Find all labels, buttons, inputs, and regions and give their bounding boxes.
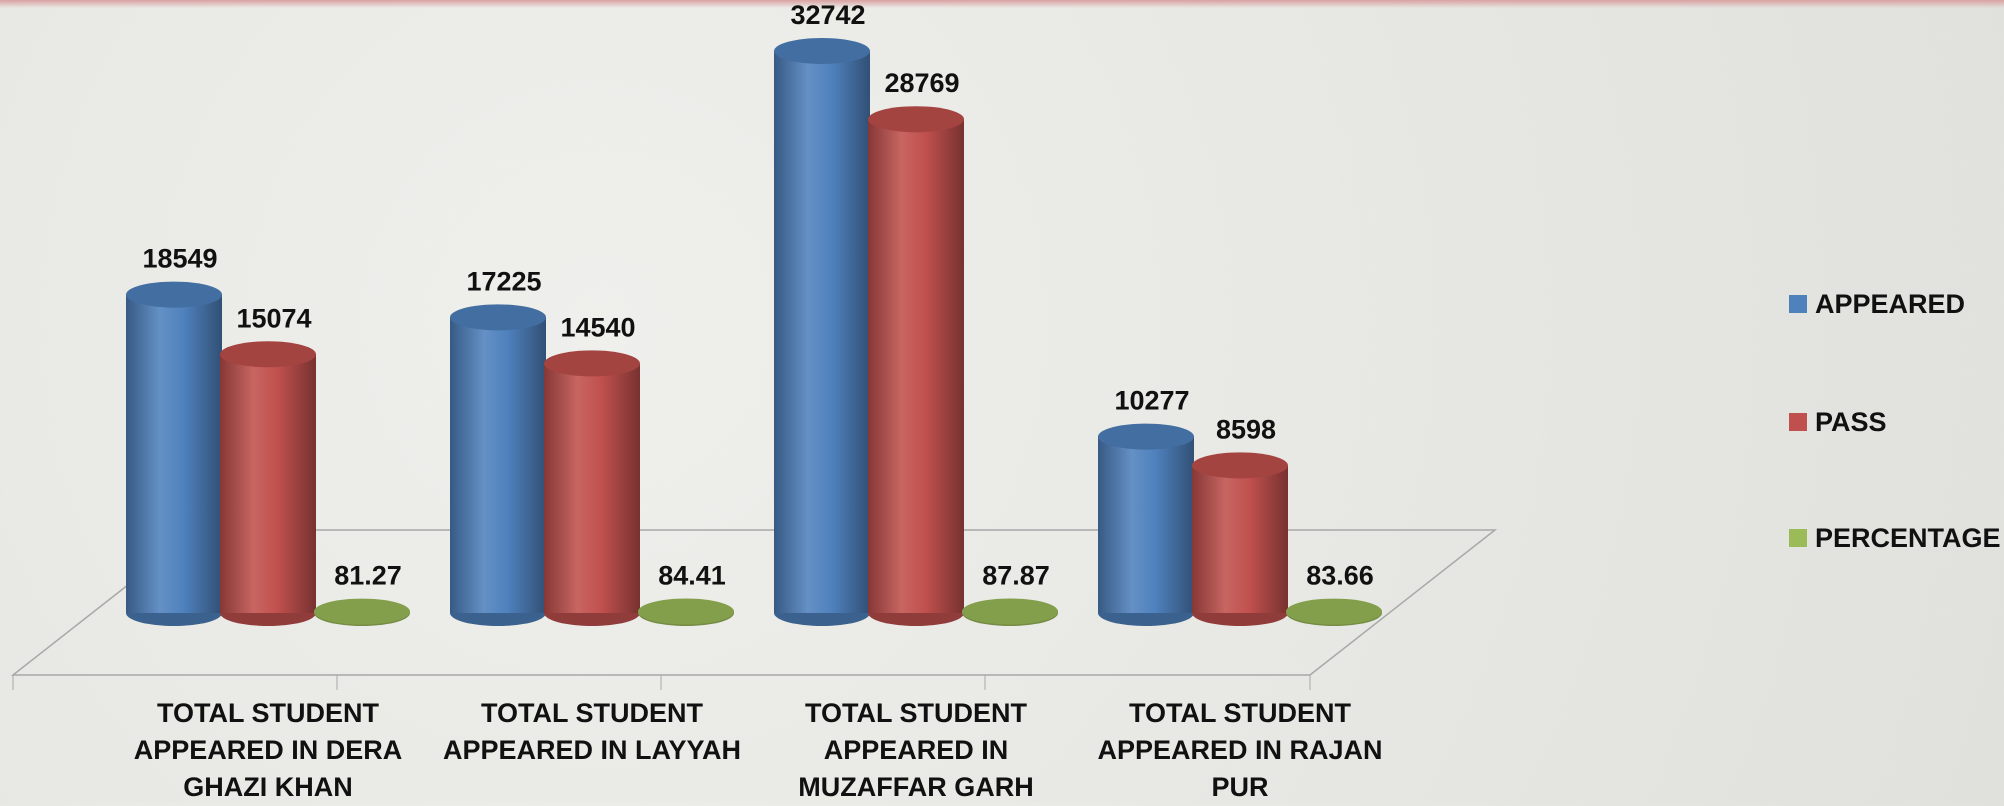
x-tick-label: TOTAL STUDENT APPEARED IN DERA GHAZI KHA… bbox=[133, 698, 403, 802]
data-label: 14540 bbox=[560, 312, 635, 342]
bar-top bbox=[638, 598, 734, 625]
bar-top bbox=[544, 350, 640, 377]
bar-top bbox=[1192, 452, 1288, 479]
bar-top bbox=[1098, 423, 1194, 450]
bar-top bbox=[314, 598, 410, 625]
data-label: 81.27 bbox=[334, 561, 402, 591]
data-label: 28769 bbox=[884, 68, 959, 98]
x-tick-label: TOTAL STUDENT APPEARED IN RAJAN PUR bbox=[1097, 698, 1383, 802]
bar-top bbox=[126, 281, 222, 308]
data-label: 87.87 bbox=[982, 560, 1050, 590]
x-tick-label: TOTAL STUDENT APPEARED IN LAYYAH bbox=[442, 698, 742, 765]
data-label: 83.66 bbox=[1306, 561, 1374, 591]
data-label: 8598 bbox=[1216, 414, 1276, 444]
data-label: 32742 bbox=[790, 0, 865, 30]
legend-swatch bbox=[1789, 413, 1807, 431]
bar bbox=[450, 317, 546, 613]
bar-top bbox=[774, 38, 870, 64]
legend-swatch bbox=[1789, 529, 1807, 547]
data-label: 10277 bbox=[1114, 386, 1189, 416]
bar bbox=[774, 51, 870, 613]
bar-top bbox=[220, 341, 316, 368]
legend-label: PASS bbox=[1815, 407, 1887, 437]
data-label: 15074 bbox=[236, 303, 311, 333]
bar bbox=[868, 119, 964, 613]
bar-top bbox=[1286, 598, 1382, 625]
bar bbox=[220, 354, 316, 613]
bar bbox=[126, 294, 222, 613]
data-label: 18549 bbox=[142, 244, 217, 274]
legend-swatch bbox=[1789, 295, 1807, 313]
bar-top bbox=[450, 304, 546, 331]
data-label: 84.41 bbox=[658, 561, 726, 591]
legend-label: PERCENTAGE bbox=[1815, 523, 2001, 553]
bar-top bbox=[868, 106, 964, 133]
x-tick-label: TOTAL STUDENT APPEARED IN MUZAFFAR GARH bbox=[798, 698, 1034, 802]
data-label: 17225 bbox=[466, 266, 541, 296]
bar bbox=[1192, 465, 1288, 613]
bar bbox=[1098, 436, 1194, 613]
bar bbox=[544, 363, 640, 613]
legend-label: APPEARED bbox=[1815, 289, 1965, 319]
bar-top bbox=[962, 598, 1058, 625]
top-band bbox=[0, 0, 2004, 8]
